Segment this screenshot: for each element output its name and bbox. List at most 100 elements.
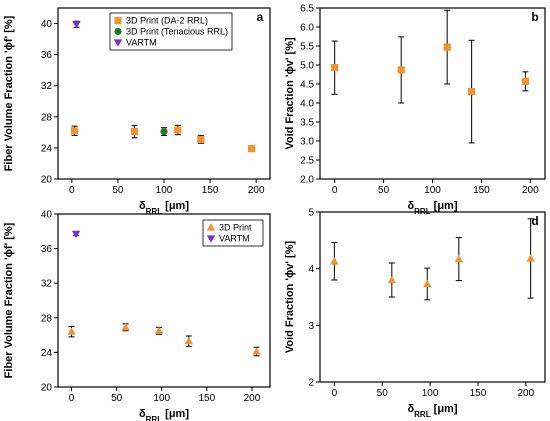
data-point — [67, 327, 76, 335]
panel-letter: a — [257, 10, 264, 24]
x-axis-label: δRRL [μm] — [139, 408, 189, 421]
x-tick-label: 150 — [473, 185, 490, 196]
data-point — [70, 127, 79, 135]
series — [71, 230, 81, 239]
y-tick-label: 28 — [41, 112, 53, 123]
y-tick-label: 24 — [41, 348, 53, 359]
y-tick-label: 40 — [41, 19, 53, 30]
data-point — [252, 347, 261, 355]
plot-frame — [319, 211, 546, 383]
series — [67, 323, 261, 357]
y-tick-label: 3.0 — [300, 137, 314, 148]
data-point — [71, 230, 81, 239]
legend: 3D Print (DA-2 RRL)3D Print (Tenacious R… — [109, 12, 233, 51]
data-point — [72, 21, 81, 29]
x-tick-label: 0 — [332, 185, 338, 196]
data-point — [526, 254, 535, 262]
data-point — [330, 257, 339, 265]
y-tick-label: 4.5 — [300, 80, 314, 91]
x-tick-label: 50 — [111, 393, 123, 404]
legend-entry: 3D Print (Tenacious RRL) — [126, 27, 228, 37]
legend-marker — [114, 27, 122, 36]
y-tick-label: 5 — [308, 208, 314, 219]
x-tick-label: 0 — [69, 185, 75, 196]
data-point — [468, 88, 476, 96]
y-tick-label: 6.5 — [300, 4, 314, 15]
x-tick-label: 150 — [470, 388, 487, 399]
plot-frame — [319, 7, 546, 180]
y-tick-label: 2.5 — [300, 156, 314, 167]
x-tick-label: 150 — [199, 393, 216, 404]
y-tick-label: 36 — [41, 244, 53, 255]
y-tick-label: 6.0 — [300, 23, 314, 34]
data-point — [121, 323, 130, 331]
y-tick-label: 36 — [41, 50, 53, 61]
data-point — [174, 126, 182, 134]
data-point — [521, 77, 530, 85]
legend-marker — [114, 16, 122, 25]
y-axis-label: Fiber Volume Fraction 'ϕf' [%] — [3, 222, 15, 378]
panel-a: 0 50 100 150 200 20 24 28 32 36 40 δRRL [μm] Fiber V… — [3, 7, 271, 216]
plot-frame — [57, 213, 271, 388]
y-tick-label: 2.0 — [300, 175, 314, 186]
series — [70, 124, 256, 153]
y-tick-label: 4.0 — [300, 99, 314, 110]
x-tick-label: 100 — [422, 388, 439, 399]
panel-letter: b — [531, 10, 538, 24]
legend-box — [202, 219, 264, 247]
legend-entry: 3D Print (DA-2 RRL) — [126, 16, 208, 26]
data-point — [197, 135, 205, 143]
legend-entry: 3D Print — [219, 223, 252, 233]
y-tick-label: 4 — [308, 264, 314, 275]
legend-box — [109, 12, 233, 51]
x-tick-label: 0 — [69, 393, 75, 404]
legend-entry: VARTM — [126, 38, 157, 48]
x-tick-label: 50 — [112, 185, 124, 196]
x-tick-label: 100 — [156, 185, 173, 196]
legend-marker — [206, 223, 216, 231]
data-point — [130, 127, 139, 136]
series — [160, 127, 168, 136]
legend-entry: VARTM — [219, 234, 250, 244]
data-point — [443, 43, 451, 51]
data-point — [160, 127, 168, 136]
data-point — [397, 66, 405, 74]
x-tick-label: 50 — [377, 388, 389, 399]
x-tick-label: 0 — [332, 388, 338, 399]
x-axis-label: δRRL [μm] — [407, 200, 457, 216]
data-point — [184, 336, 194, 345]
data-point — [154, 326, 164, 334]
y-tick-label: 32 — [41, 81, 53, 92]
y-tick-label: 3.5 — [300, 118, 314, 129]
x-tick-label: 200 — [522, 185, 539, 196]
data-point — [423, 279, 432, 288]
data-point — [387, 275, 397, 284]
y-tick-label: 28 — [41, 313, 53, 324]
y-axis-label: Void Fraction 'ϕv' [%] — [284, 37, 296, 150]
x-tick-label: 100 — [153, 393, 170, 404]
panel-c: 0 50 100 150 200 20 24 28 32 36 40 δRRL [μm] Fiber V… — [3, 210, 271, 421]
panel-letter: d — [531, 214, 538, 228]
series — [72, 20, 81, 29]
x-tick-label: 200 — [248, 185, 265, 196]
x-tick-label: 50 — [378, 185, 390, 196]
x-tick-label: 150 — [202, 185, 219, 196]
y-tick-label: 2 — [308, 378, 314, 389]
panel-b: 0 50 100 150 200 2.0 2.5 3.0 3.5 4.0 4.5 5.0 5.5 6.0 6… — [284, 4, 546, 216]
y-tick-label: 5.5 — [300, 42, 314, 53]
legend-marker — [206, 235, 216, 243]
y-tick-label: 40 — [41, 210, 53, 221]
legend-marker — [113, 39, 123, 47]
series — [331, 9, 530, 144]
x-tick-label: 200 — [244, 393, 261, 404]
y-axis-label: Fiber Volume Fraction 'ϕf' [%] — [3, 15, 15, 171]
x-axis-label: δRRL [μm] — [407, 403, 457, 419]
y-tick-label: 20 — [41, 383, 53, 394]
y-tick-label: 24 — [41, 143, 53, 154]
y-tick-label: 3 — [308, 321, 314, 332]
data-point — [331, 64, 339, 72]
series — [330, 218, 535, 301]
x-tick-label: 100 — [424, 185, 441, 196]
